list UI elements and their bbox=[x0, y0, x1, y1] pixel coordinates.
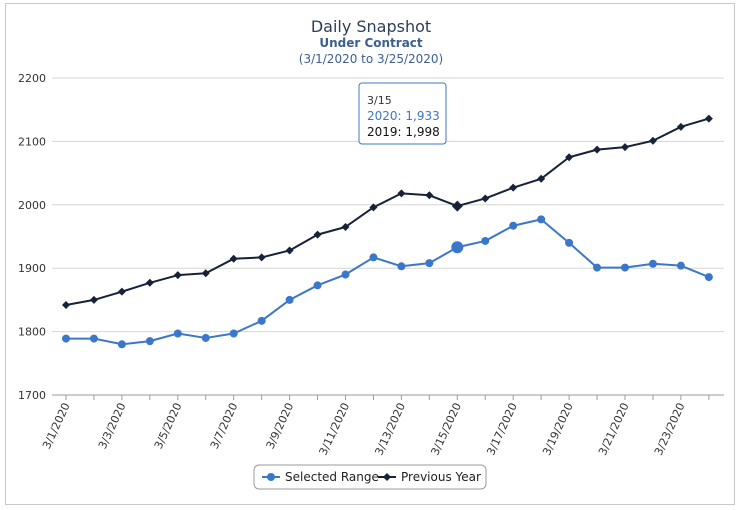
tooltip-box bbox=[358, 82, 447, 145]
data-point-previous-year[interactable] bbox=[565, 153, 574, 162]
data-point-selected-range[interactable] bbox=[593, 263, 602, 272]
x-axis: 3/1/2020 3/3/2020 3/5/2020 3/7/2020 3/9/2020… bbox=[40, 395, 710, 458]
x-tick-label: 3/11/2020 bbox=[317, 401, 353, 458]
data-point-selected-range[interactable] bbox=[257, 316, 266, 325]
legend-label-selected-range: Selected Range bbox=[285, 470, 379, 484]
series-line-previous-year bbox=[65, 117, 710, 306]
data-point-previous-year[interactable] bbox=[313, 230, 322, 239]
data-point-previous-year[interactable] bbox=[257, 253, 266, 262]
x-tick-label: 3/13/2020 bbox=[372, 401, 408, 458]
data-point-selected-range[interactable] bbox=[425, 259, 434, 268]
data-point-selected-range[interactable] bbox=[229, 329, 238, 338]
y-tick-label: 2100 bbox=[18, 135, 46, 148]
y-tick-label: 1800 bbox=[18, 326, 46, 339]
data-point-previous-year[interactable] bbox=[201, 269, 210, 278]
y-tick-label: 1900 bbox=[18, 262, 46, 275]
data-point-selected-range[interactable] bbox=[62, 334, 70, 343]
x-tick-label: 3/19/2020 bbox=[540, 401, 576, 458]
tooltip-current-value: 2020: 1,933 bbox=[367, 109, 440, 123]
y-tick-label: 2200 bbox=[18, 72, 46, 85]
chart-subtitle: Under Contract bbox=[319, 36, 423, 50]
legend-marker-diamond-icon bbox=[383, 473, 391, 481]
grid-lines bbox=[52, 77, 724, 396]
data-point-previous-year[interactable] bbox=[117, 287, 126, 296]
data-point-previous-year[interactable] bbox=[425, 191, 434, 200]
data-point-previous-year[interactable] bbox=[62, 300, 70, 309]
data-point-selected-range[interactable] bbox=[537, 215, 546, 224]
data-point-selected-range[interactable] bbox=[369, 253, 378, 262]
x-tick-label: 3/3/2020 bbox=[96, 401, 129, 451]
data-point-selected-range[interactable] bbox=[676, 261, 685, 270]
chart-date-range: (3/1/2020 to 3/25/2020) bbox=[299, 52, 443, 66]
data-point-previous-year[interactable] bbox=[676, 122, 685, 131]
y-axis: 2200 2100 2000 1900 1800 1700 bbox=[18, 72, 46, 402]
x-tick-label: 3/1/2020 bbox=[40, 401, 73, 451]
legend-item-previous-year[interactable]: Previous Year bbox=[378, 470, 481, 484]
y-tick-label: 2000 bbox=[18, 199, 46, 212]
data-point-selected-range[interactable] bbox=[509, 221, 518, 230]
x-tick-label: 3/21/2020 bbox=[596, 401, 632, 458]
x-tick-label: 3/23/2020 bbox=[652, 401, 688, 458]
x-tick-label: 3/5/2020 bbox=[152, 401, 185, 451]
x-tick-label: 3/9/2020 bbox=[264, 401, 297, 451]
legend-item-selected-range[interactable]: Selected Range bbox=[262, 470, 379, 484]
legend: Selected Range Previous Year bbox=[253, 464, 487, 490]
data-point-previous-year[interactable] bbox=[621, 143, 629, 152]
data-point-selected-range[interactable] bbox=[89, 334, 98, 343]
legend-box bbox=[253, 464, 487, 490]
data-point-previous-year[interactable] bbox=[285, 246, 294, 255]
data-point-previous-year[interactable] bbox=[593, 145, 602, 154]
series-line-selected-range bbox=[66, 218, 710, 346]
data-point-selected-range[interactable] bbox=[565, 238, 574, 247]
data-point-selected-range[interactable] bbox=[285, 295, 294, 304]
legend-marker-circle-icon bbox=[267, 473, 275, 481]
data-point-selected-range[interactable] bbox=[648, 259, 657, 268]
tooltip: 3/15 2020: 1,933 2019: 1,998 bbox=[358, 82, 447, 145]
data-point-previous-year[interactable] bbox=[145, 278, 154, 287]
data-point-selected-range[interactable] bbox=[621, 263, 629, 272]
data-point-selected-range[interactable] bbox=[117, 340, 126, 349]
data-point-selected-range[interactable] bbox=[173, 329, 182, 338]
series-group bbox=[62, 114, 713, 349]
x-tick-label: 3/15/2020 bbox=[428, 401, 464, 458]
x-tick-label: 3/17/2020 bbox=[484, 401, 520, 458]
chart-title: Daily Snapshot bbox=[311, 17, 431, 36]
data-point-previous-year[interactable] bbox=[648, 136, 657, 145]
data-point-previous-year[interactable] bbox=[173, 271, 182, 280]
data-point-previous-year[interactable] bbox=[369, 203, 378, 212]
tooltip-label: 3/15 bbox=[367, 94, 392, 107]
data-point-previous-year[interactable] bbox=[397, 189, 406, 198]
data-point-previous-year[interactable] bbox=[509, 183, 518, 192]
data-point-selected-range[interactable] bbox=[341, 270, 350, 279]
data-point-selected-range[interactable] bbox=[397, 262, 406, 271]
hovered-point-selected-range[interactable] bbox=[451, 241, 464, 254]
data-point-selected-range[interactable] bbox=[313, 281, 322, 290]
data-point-previous-year[interactable] bbox=[341, 222, 350, 231]
data-point-previous-year[interactable] bbox=[704, 114, 713, 123]
data-point-previous-year[interactable] bbox=[229, 254, 238, 263]
x-tick-label: 3/7/2020 bbox=[208, 401, 241, 451]
data-point-selected-range[interactable] bbox=[481, 236, 490, 245]
data-point-selected-range[interactable] bbox=[201, 333, 210, 342]
data-point-previous-year[interactable] bbox=[537, 174, 546, 183]
y-tick-label: 1700 bbox=[18, 389, 46, 402]
data-point-previous-year[interactable] bbox=[481, 194, 490, 203]
hovered-point-previous-year[interactable] bbox=[451, 200, 463, 212]
data-point-previous-year[interactable] bbox=[89, 295, 98, 304]
data-point-selected-range[interactable] bbox=[704, 273, 713, 282]
data-point-selected-range[interactable] bbox=[145, 337, 154, 346]
legend-label-previous-year: Previous Year bbox=[401, 470, 481, 484]
tooltip-previous-value: 2019: 1,998 bbox=[367, 125, 440, 139]
